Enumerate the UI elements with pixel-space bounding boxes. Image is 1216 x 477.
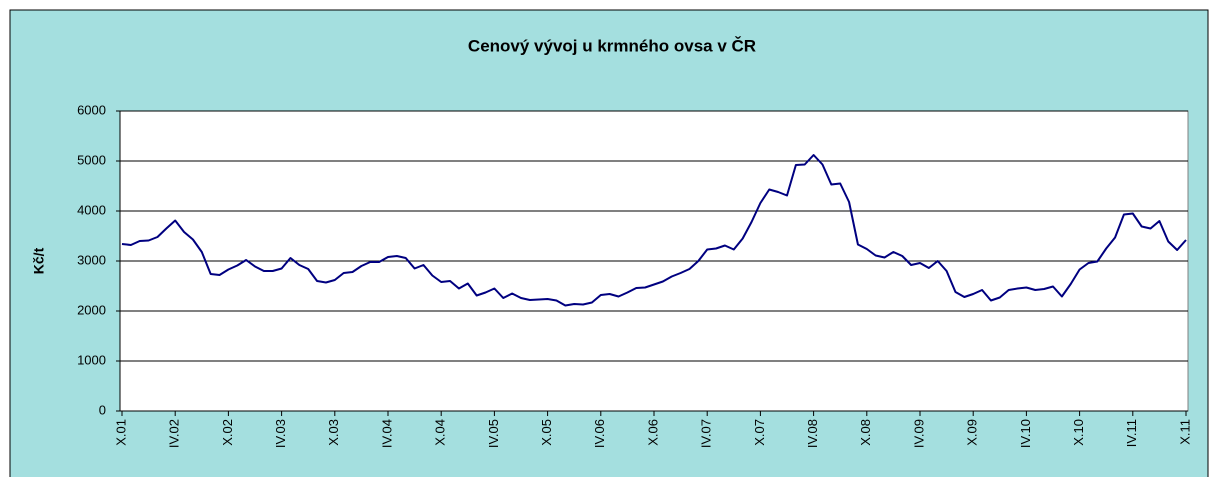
y-tick-label: 5000: [77, 152, 106, 167]
x-tick-label: X.09: [965, 419, 980, 446]
x-tick-label: IV.09: [911, 419, 926, 448]
x-tick-label: X.02: [220, 419, 235, 446]
x-tick-label: IV.03: [273, 419, 288, 448]
x-tick-label: IV.07: [699, 419, 714, 448]
x-tick-label: X.04: [433, 419, 448, 446]
x-tick-label: X.01: [113, 419, 128, 446]
y-tick-label: 1000: [77, 352, 106, 367]
x-tick-label: IV.02: [167, 419, 182, 448]
y-tick-label: 2000: [77, 302, 106, 317]
x-tick-label: IV.04: [379, 419, 394, 448]
x-tick-label: X.06: [645, 419, 660, 446]
x-tick-label: X.11: [1177, 419, 1192, 445]
price-line: [121, 154, 1187, 307]
x-tick-label: X.05: [539, 419, 554, 446]
x-tick-label: IV.11: [1124, 419, 1139, 447]
y-tick-label: 6000: [77, 102, 106, 117]
y-tick-label: 0: [99, 402, 106, 417]
x-tick-label: X.03: [326, 419, 341, 446]
x-tick-label: X.07: [752, 419, 767, 446]
x-tick-label: X.10: [1071, 419, 1086, 446]
chart-title: Cenový vývoj u krmného ovsa v ČR: [468, 36, 756, 55]
x-tick-label: X.08: [858, 419, 873, 446]
x-tick-label: IV.05: [486, 419, 501, 448]
x-tick-label: IV.08: [805, 419, 820, 448]
x-tick-label: IV.10: [1018, 419, 1033, 448]
y-tick-label: 3000: [77, 252, 106, 267]
x-tick-label: IV.06: [592, 419, 607, 448]
y-tick-label: 4000: [77, 202, 106, 217]
y-axis-label: Kč/t: [31, 247, 47, 274]
